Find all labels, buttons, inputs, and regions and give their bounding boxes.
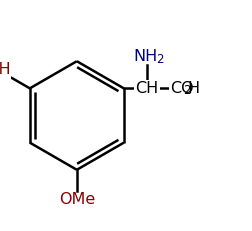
Text: H: H	[186, 81, 198, 96]
Text: 2: 2	[183, 84, 190, 97]
Text: 2: 2	[156, 53, 163, 67]
Text: CH: CH	[135, 81, 158, 96]
Text: OMe: OMe	[58, 192, 94, 207]
Text: CO: CO	[169, 81, 193, 96]
Text: NH: NH	[133, 49, 157, 64]
Text: OH: OH	[0, 62, 11, 77]
